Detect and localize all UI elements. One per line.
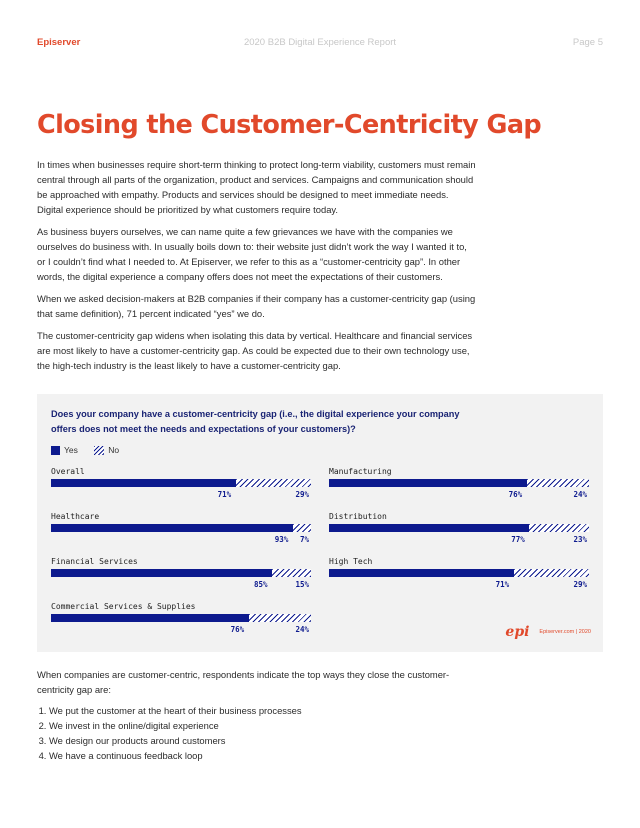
bar-yes — [329, 479, 527, 487]
value-yes: 76% — [508, 490, 523, 499]
bar-values: 76% 24% — [329, 487, 589, 499]
legend-no: No — [94, 445, 119, 455]
value-yes: 77% — [511, 535, 525, 544]
report-title: 2020 B2B Digital Experience Report — [243, 37, 397, 48]
bar-group: Distribution 77% 23% — [329, 511, 589, 544]
bar-yes — [51, 614, 249, 622]
closing-section: When companies are customer-centric, res… — [37, 667, 477, 763]
paragraph: When we asked decision-makers at B2B com… — [37, 293, 476, 319]
bar-values: 93% 7% — [51, 532, 311, 544]
value-no: 29% — [573, 580, 587, 589]
chart-legend: Yes No — [51, 445, 133, 457]
bar — [51, 479, 311, 487]
bar-yes — [329, 569, 514, 577]
value-yes: 93% — [274, 535, 289, 544]
bar — [329, 569, 589, 577]
bar-yes — [51, 569, 272, 577]
list-item: We put the customer at the heart of thei… — [49, 703, 477, 718]
page-number: Page 5 — [572, 37, 603, 48]
bar-no — [292, 524, 311, 532]
bar-group: Healthcare 93% 7% — [51, 511, 311, 544]
bar-no — [235, 479, 311, 487]
bar-values: 71% 29% — [51, 487, 311, 499]
value-yes: 76% — [230, 625, 245, 634]
legend-yes: Yes — [51, 445, 78, 455]
legend-yes-swatch — [51, 445, 60, 455]
bar-values: 77% 23% — [329, 532, 589, 544]
legend-yes-label: Yes — [64, 445, 78, 455]
value-no: 29% — [295, 490, 309, 499]
value-no: 15% — [295, 580, 309, 589]
bar-no — [248, 614, 311, 622]
bar-values: 71% 29% — [329, 577, 589, 589]
paragraph: As business buyers ourselves, we can nam… — [37, 226, 467, 282]
value-no: 24% — [295, 625, 309, 634]
value-no: 23% — [573, 535, 587, 544]
closing-intro: When companies are customer-centric, res… — [37, 669, 450, 695]
bar-values: 85% 15% — [51, 577, 311, 589]
value-yes: 71% — [217, 490, 232, 499]
category-label: Overall — [51, 467, 85, 476]
gap-chart: Does your company have a customer-centri… — [37, 394, 603, 652]
brand-name: Episerver — [37, 37, 81, 48]
page-title: Closing the Customer-Centricity Gap — [37, 110, 542, 140]
chart-footer: epi Episerver.com | 2020 — [505, 624, 591, 640]
bar-no — [526, 479, 589, 487]
bar-values: 76% 24% — [51, 622, 311, 634]
category-label: Financial Services — [51, 557, 138, 566]
list-item: We invest in the online/digital experien… — [49, 718, 477, 733]
chart-source: Episerver.com | 2020 — [539, 629, 591, 635]
category-label: Distribution — [329, 512, 387, 521]
bar-yes — [51, 479, 236, 487]
bar-group: Manufacturing 76% 24% — [329, 466, 589, 499]
category-label: High Tech — [329, 557, 373, 566]
value-no: 7% — [299, 535, 309, 544]
bar-group: Overall 71% 29% — [51, 466, 311, 499]
value-yes: 71% — [495, 580, 510, 589]
legend-no-label: No — [108, 445, 120, 455]
bar-no — [513, 569, 589, 577]
value-yes: 85% — [254, 580, 268, 589]
legend-no-swatch — [94, 445, 105, 455]
bar — [51, 614, 311, 622]
category-label: Healthcare — [51, 512, 100, 521]
gap-closing-list: We put the customer at the heart of thei… — [37, 703, 477, 763]
value-no: 24% — [573, 490, 587, 499]
paragraph: In times when businesses require short-t… — [37, 159, 476, 215]
list-item: We have a continuous feedback loop — [49, 748, 477, 763]
bar — [329, 479, 589, 487]
page-header: Episerver 2020 B2B Digital Experience Re… — [37, 37, 603, 51]
bar-group: High Tech 71% 29% — [329, 556, 589, 589]
bar-no — [272, 569, 311, 577]
chart-title: Does your company have a customer-centri… — [51, 409, 460, 434]
bar-group: Commercial Services & Supplies 76% 24% — [51, 601, 311, 634]
bar — [51, 569, 311, 577]
category-label: Manufacturing — [329, 467, 392, 476]
list-item: We design our products around customers — [49, 733, 477, 748]
bar-group: Financial Services 85% 15% — [51, 556, 311, 589]
bar-no — [529, 524, 589, 532]
category-label: Commercial Services & Supplies — [51, 602, 196, 611]
bar — [329, 524, 589, 532]
bar-yes — [51, 524, 293, 532]
episerver-logo: epi — [505, 624, 530, 640]
bar — [51, 524, 311, 532]
intro-text: In times when businesses require short-t… — [37, 157, 477, 380]
bar-yes — [329, 524, 530, 532]
paragraph: The customer-centricity gap widens when … — [37, 330, 473, 371]
